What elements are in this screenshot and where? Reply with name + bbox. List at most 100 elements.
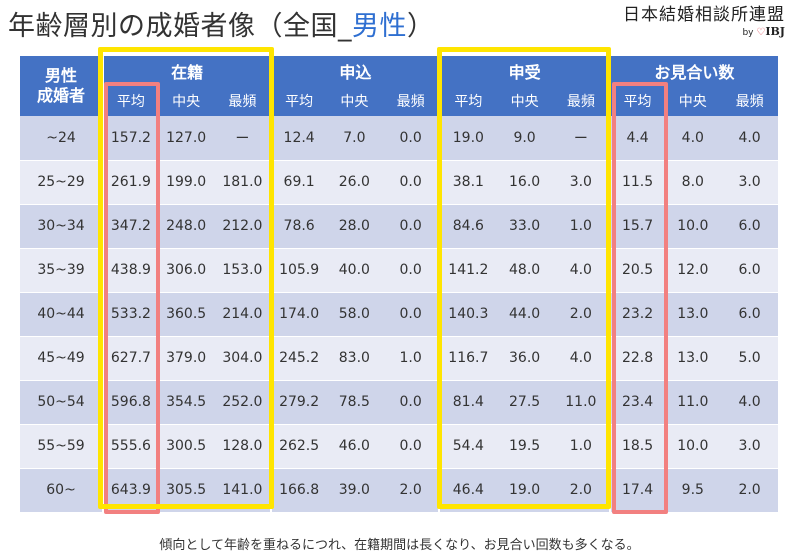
value-cell: 157.2 [102,116,158,161]
value-cell: 4.0 [552,336,610,381]
value-cell: 2.0 [721,468,778,513]
value-cell: 214.0 [214,292,272,337]
value-cell: 2.0 [552,468,610,513]
value-cell: 8.0 [664,160,722,205]
value-cell: 48.0 [496,248,553,293]
value-cell: 3.0 [552,160,610,205]
value-cell: 105.9 [270,248,326,293]
value-cell: 40.0 [325,248,383,293]
value-cell: 9.5 [664,468,722,513]
subheader-cell: 中央 [157,86,215,116]
value-cell: 304.0 [214,336,272,381]
value-cell: 199.0 [157,160,215,205]
table-row: 60~ 643.9 305.5 141.0 166.8 39.0 2.0 46.4 19.0 2.… [20,468,778,513]
value-cell: 141.0 [214,468,272,513]
value-cell: 360.5 [157,292,215,337]
value-cell: 379.0 [157,336,215,381]
value-cell: 0.0 [382,160,440,205]
value-cell: 6.0 [721,292,778,337]
value-cell: 12.0 [664,248,722,293]
value-cell: 643.9 [102,468,158,513]
subheader-cell: 平均 [438,86,497,116]
subheader-cell: 中央 [496,86,553,116]
table-row: 35~39 438.9 306.0 153.0 105.9 40.0 0.0 141.2 48.… [20,248,778,293]
subheader-cell: 平均 [608,86,665,116]
subheader-cell: 平均 [270,86,326,116]
value-cell: 4.0 [552,248,610,293]
value-cell: 36.0 [496,336,553,381]
value-cell: 6.0 [721,204,778,249]
value-cell: 17.4 [608,468,665,513]
corner-header: 男性 成婚者 [20,56,104,116]
value-cell: 555.6 [102,424,158,469]
value-cell: 28.0 [325,204,383,249]
value-cell: 22.8 [608,336,665,381]
value-cell: 300.5 [157,424,215,469]
value-cell: 116.7 [438,336,497,381]
table-row: 25~29 261.9 199.0 181.0 69.1 26.0 0.0 38.1 16.0 3… [20,160,778,205]
value-cell: 13.0 [664,292,722,337]
value-cell: 279.2 [270,380,326,425]
value-cell: 83.0 [325,336,383,381]
subheader-cell: 最頻 [552,86,610,116]
value-cell: 23.4 [608,380,665,425]
brand-name: 日本結婚相談所連盟 [623,5,785,25]
value-cell: 140.3 [438,292,497,337]
value-cell: 23.2 [608,292,665,337]
table-row: 40~44 533.2 360.5 214.0 174.0 58.0 0.0 140.3 44.… [20,292,778,337]
value-cell: 6.0 [721,248,778,293]
value-cell: 0.0 [382,248,440,293]
value-cell: 245.2 [270,336,326,381]
value-cell: 12.4 [270,116,326,161]
value-cell: 248.0 [157,204,215,249]
stats-table: 男性 成婚者 在籍 申込 申受 お見合い数 平均 中央 最頻 平均 中央 最頻 平均 中央 最頻平… [20,56,778,513]
value-cell: 174.0 [270,292,326,337]
table-row: 45~49 627.7 379.0 304.0 245.2 83.0 1.0 116.7 36.… [20,336,778,381]
value-cell: 533.2 [102,292,158,337]
value-cell: 128.0 [214,424,272,469]
value-cell: 0.0 [382,292,440,337]
value-cell: 347.2 [102,204,158,249]
age-range-cell: 30~34 [20,204,104,249]
corner-line1: 男性 [45,66,78,85]
value-cell: 39.0 [325,468,383,513]
value-cell: 627.7 [102,336,158,381]
value-cell: 46.4 [438,468,497,513]
value-cell: 78.6 [270,204,326,249]
group-header-applications-sent: 申込 [270,56,440,86]
value-cell: 0.0 [382,424,440,469]
value-cell: 16.0 [496,160,553,205]
value-cell: 3.0 [721,424,778,469]
value-cell: 10.0 [664,204,722,249]
subheader-cell: 中央 [325,86,383,116]
table-row: 55~59 555.6 300.5 128.0 262.5 46.0 0.0 54.4 19.5… [20,424,778,469]
brand-mark: IBJ [765,25,785,38]
subheader-cell: 最頻 [382,86,440,116]
title-accent: 男性 [352,11,407,42]
value-cell: 11.5 [608,160,665,205]
value-cell: 11.0 [664,380,722,425]
value-cell: 81.4 [438,380,497,425]
table-row: 50~54 596.8 354.5 252.0 279.2 78.5 0.0 81.4 27.5… [20,380,778,425]
subheader-cell: 平均 [102,86,158,116]
age-range-cell: 25~29 [20,160,104,205]
subheader-cell: 中央 [664,86,722,116]
value-cell: 166.8 [270,468,326,513]
value-cell: 13.0 [664,336,722,381]
value-cell: 1.0 [382,336,440,381]
value-cell: 2.0 [382,468,440,513]
age-range-cell: 60~ [20,468,104,513]
value-cell: 38.1 [438,160,497,205]
value-cell: 2.0 [552,292,610,337]
brand-logo: 日本結婚相談所連盟 by ♡IBJ [623,0,785,38]
value-cell: 5.0 [721,336,778,381]
table-row: ~24 157.2 127.0 ー 12.4 7.0 0.0 19.0 9.0 ー 4.4 4.0 4.… [20,116,778,161]
value-cell: 11.0 [552,380,610,425]
value-cell: 69.1 [270,160,326,205]
age-range-cell: 50~54 [20,380,104,425]
value-cell: 127.0 [157,116,215,161]
value-cell: 0.0 [382,116,440,161]
value-cell: 305.5 [157,468,215,513]
value-cell: 44.0 [496,292,553,337]
age-range-cell: 55~59 [20,424,104,469]
